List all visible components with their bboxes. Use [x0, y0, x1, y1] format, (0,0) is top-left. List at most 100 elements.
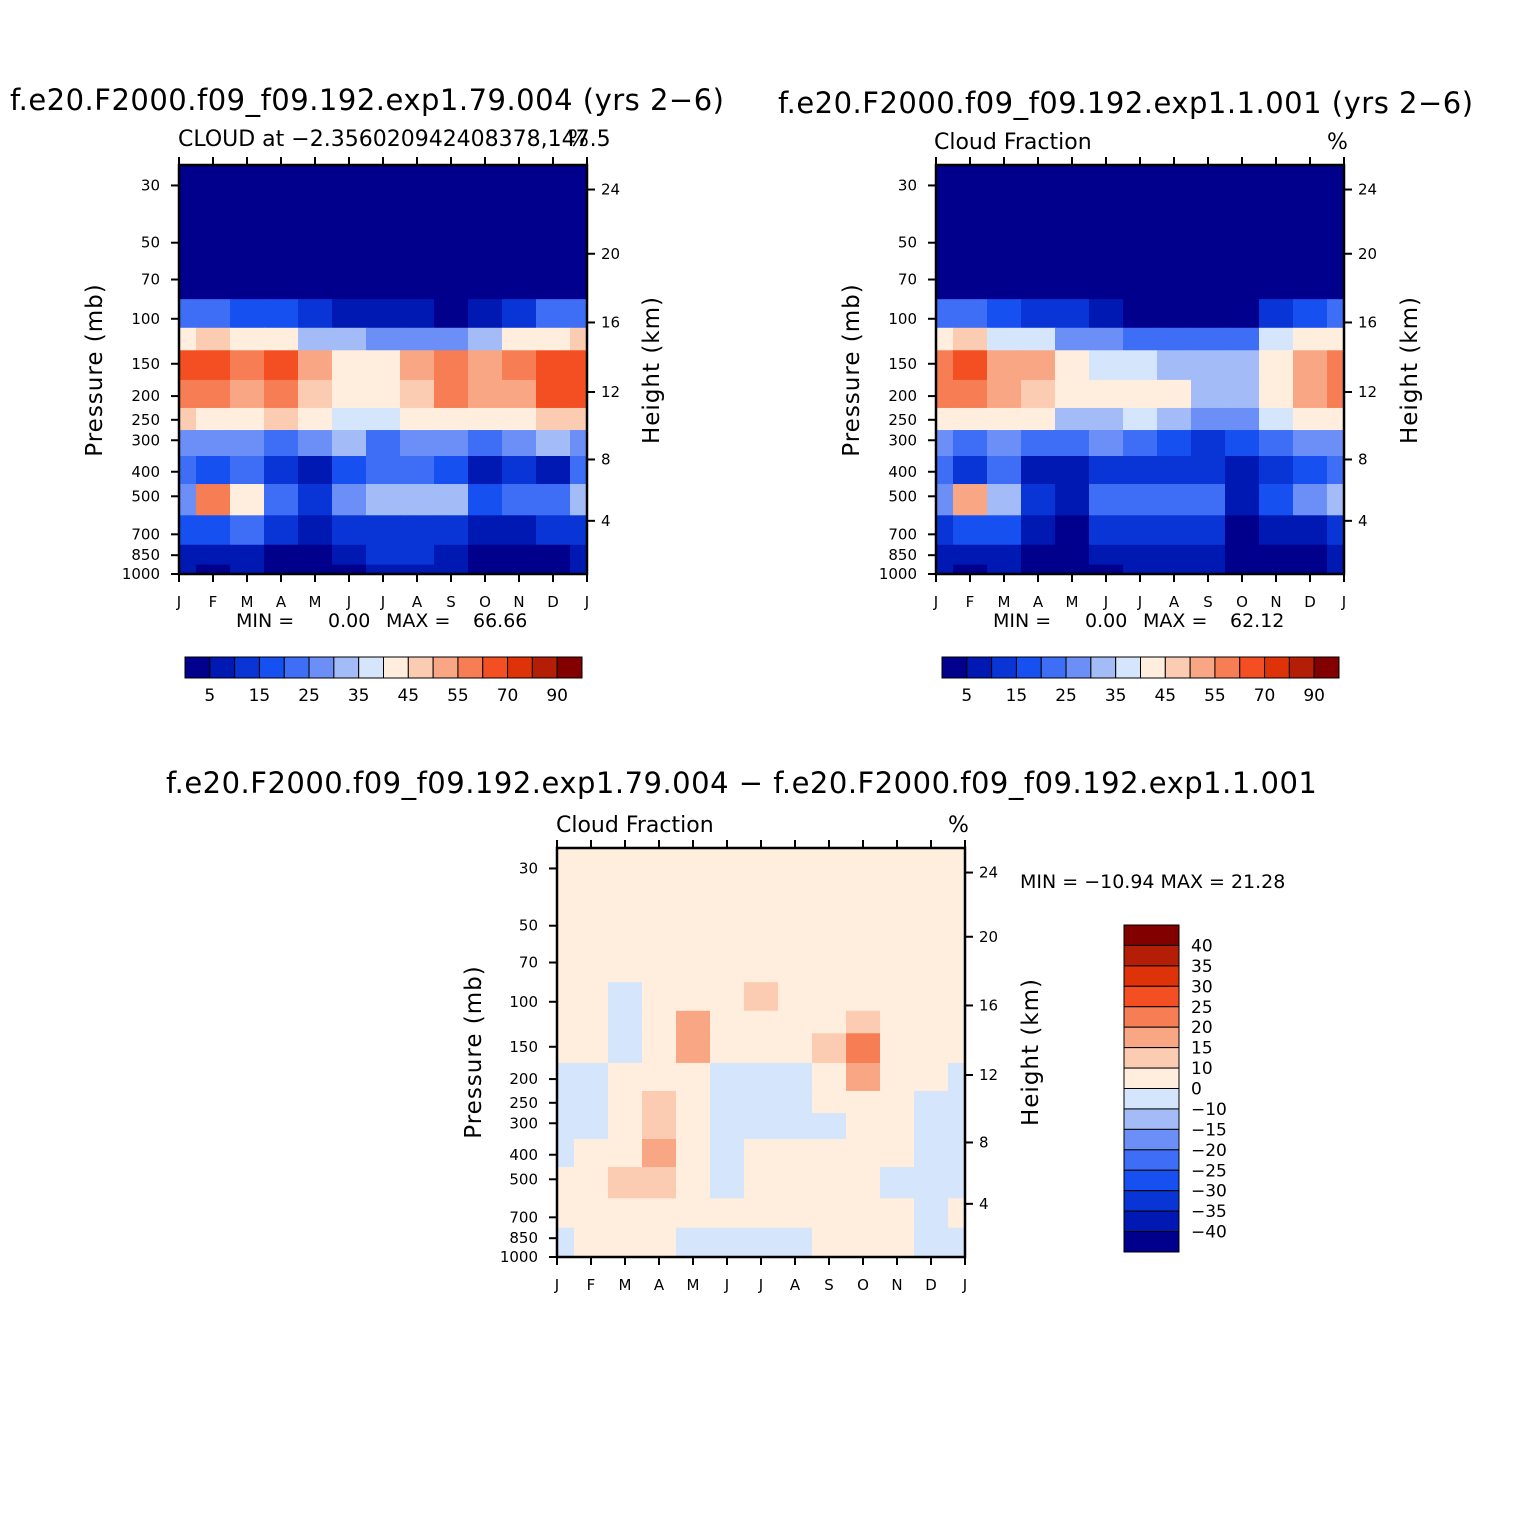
month-tick-label: J — [380, 593, 385, 611]
heatmap-cell — [366, 456, 401, 485]
heatmap-cell — [936, 484, 954, 516]
heatmap-cell — [608, 1113, 643, 1140]
heatmap-cell — [710, 1033, 745, 1064]
heatmap-cell — [230, 350, 265, 381]
heatmap-cell — [608, 1198, 643, 1229]
heatmap-cell — [1259, 327, 1294, 351]
heatmap-cell — [502, 544, 537, 566]
heatmap-cell — [1055, 430, 1090, 457]
heatmap-cell — [1327, 430, 1345, 457]
month-tick-label: D — [547, 593, 559, 611]
pressure-tick-label: 200 — [509, 1070, 538, 1088]
heatmap-cell — [1157, 327, 1192, 351]
heatmap-cell — [230, 456, 265, 485]
colorbar-box — [1123, 1169, 1180, 1192]
pressure-tick-label: 300 — [509, 1114, 538, 1132]
heatmap-cell — [1055, 564, 1090, 575]
colorbar-box — [407, 656, 434, 679]
heatmap-cell — [710, 848, 745, 917]
heatmap-cell — [1055, 484, 1090, 516]
heatmap-cell — [812, 1198, 847, 1229]
heatmap-cell — [936, 350, 954, 381]
heatmap-cell — [914, 848, 949, 917]
heatmap-cell — [468, 407, 503, 431]
heatmap-cell — [914, 1198, 949, 1229]
heatmap-cell — [298, 484, 333, 516]
heatmap-cell — [1293, 515, 1328, 546]
heatmap-cell — [778, 848, 813, 917]
heatmap-cell — [642, 1090, 677, 1114]
heatmap-cell — [1055, 515, 1090, 546]
heatmap-cell — [987, 165, 1022, 234]
heatmap-cell — [710, 915, 745, 983]
colorbar-box — [1065, 656, 1092, 679]
heatmap-cell — [1055, 327, 1090, 351]
colorbar-label: −15 — [1191, 1120, 1227, 1140]
heatmap-cell — [676, 1247, 711, 1258]
heatmap-cell — [574, 1033, 609, 1064]
heatmap-cell — [570, 407, 588, 431]
heatmap-cell — [812, 1227, 847, 1249]
heatmap-cell — [179, 165, 197, 234]
pressure-tick-label: 70 — [898, 271, 917, 289]
colorbar-label: 15 — [1006, 686, 1028, 706]
colorbar-box — [1123, 1210, 1180, 1233]
panel1-title: f.e20.F2000.f09_f09.192.exp1.79.004 (yrs… — [10, 83, 725, 117]
heatmap-cell — [400, 379, 435, 409]
heatmap-cell — [987, 456, 1022, 485]
height-tick-label: 24 — [979, 864, 998, 882]
panel2-units: % — [1327, 130, 1348, 155]
heatmap-cell — [936, 299, 954, 329]
month-tick-label: F — [587, 1276, 596, 1294]
heatmap-cell — [468, 484, 503, 516]
heatmap-cell — [179, 484, 197, 516]
colorbar-label: 35 — [1191, 957, 1213, 977]
heatmap-cell — [574, 1227, 609, 1249]
heatmap-cell — [400, 327, 435, 351]
heatmap-cell — [557, 1198, 575, 1229]
heatmap-cell — [953, 515, 988, 546]
pressure-tick-label: 1000 — [122, 565, 160, 583]
heatmap-cell — [953, 544, 988, 566]
heatmap-cell — [1021, 430, 1056, 457]
heatmap-cell — [778, 1198, 813, 1229]
heatmap-cell — [987, 350, 1022, 381]
heatmap-cell — [1123, 484, 1158, 516]
height-tick-label: 12 — [979, 1066, 998, 1084]
month-tick-label: J — [933, 593, 938, 611]
heatmap-cell — [812, 915, 847, 983]
heatmap-cell — [936, 430, 954, 457]
heatmap-cell — [179, 299, 197, 329]
colorbar-box — [1123, 1088, 1180, 1110]
heatmap-cell — [914, 915, 949, 983]
heatmap-cell — [1191, 564, 1226, 575]
height-tick-label: 12 — [601, 383, 620, 401]
colorbar-box — [457, 656, 484, 679]
heatmap-cell — [1293, 544, 1328, 566]
heatmap-cell — [1089, 544, 1124, 566]
height-tick-label: 24 — [601, 181, 620, 199]
heatmap-cell — [608, 1090, 643, 1114]
heatmap-cell — [953, 327, 988, 351]
heatmap-cell — [710, 1167, 745, 1199]
heatmap-cell — [778, 1113, 813, 1140]
heatmap-cell — [434, 299, 469, 329]
heatmap-cell — [179, 515, 197, 546]
heatmap-cell — [1259, 232, 1294, 300]
heatmap-cell — [1021, 515, 1056, 546]
heatmap-cell — [264, 456, 299, 485]
heatmap-cell — [676, 915, 711, 983]
heatmap-cell — [948, 1010, 966, 1034]
heatmap-cell — [570, 456, 588, 485]
heatmap-cell — [608, 1010, 643, 1034]
heatmap-cell — [744, 1247, 779, 1258]
heatmap-cell — [987, 515, 1022, 546]
heatmap-cell — [914, 1062, 949, 1092]
panel2-min-value: 0.00 — [1085, 610, 1128, 632]
heatmap-cell — [179, 407, 197, 431]
heatmap-cell — [936, 327, 954, 351]
heatmap-cell — [557, 1113, 575, 1140]
heatmap-cell — [298, 299, 333, 329]
heatmap-cell — [298, 515, 333, 546]
